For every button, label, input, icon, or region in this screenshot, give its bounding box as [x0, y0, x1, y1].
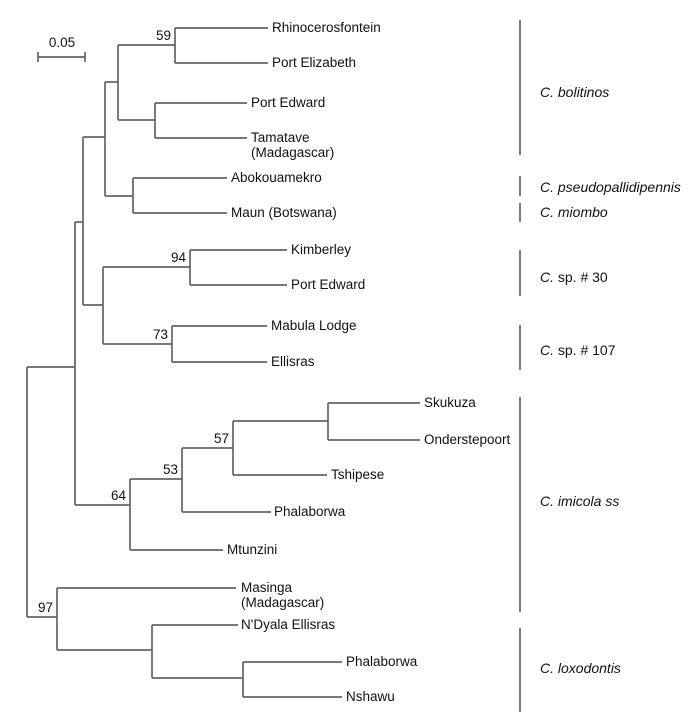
group-name-italic: C. pseudopallidipennis — [540, 179, 681, 195]
group-label: C. pseudopallidipennis — [540, 179, 681, 195]
bootstrap-label: 73 — [152, 327, 168, 342]
tip-label: Skukuza — [424, 395, 476, 410]
bootstrap-label: 97 — [37, 600, 53, 615]
tip-label: Tamatave (Madagascar) — [251, 130, 335, 160]
tip-label: Onderstepoort — [424, 432, 511, 447]
tip-label: Rhinocerosfontein — [272, 20, 381, 35]
tip-label: Mtunzini — [227, 542, 278, 557]
group-name-italic: C. bolitinos — [540, 84, 610, 100]
tip-label: Phalaborwa — [274, 504, 346, 519]
group-label: C. loxodontis — [540, 660, 621, 676]
group-name-italic: C. — [540, 342, 554, 358]
group-name-roman: sp. # 107 — [554, 342, 616, 358]
tip-label: Abokouamekro — [231, 170, 322, 185]
group-name-italic: C. loxodontis — [540, 660, 621, 676]
group-name-italic: C. imicola ss — [540, 493, 620, 509]
tip-label: Maun (Botswana) — [231, 205, 337, 220]
tip-label: Tshipese — [331, 467, 385, 482]
group-label: C. bolitinos — [540, 84, 609, 100]
bootstrap-label: 59 — [155, 28, 171, 43]
tip-label: N'Dyala Ellisras — [241, 617, 336, 632]
tip-label: Port Edward — [291, 277, 366, 292]
group-name-roman: sp. # 30 — [554, 269, 608, 285]
tip-label: Nshawu — [346, 689, 395, 704]
tip-label: Masinga (Madagascar) — [241, 580, 325, 610]
tip-label: Port Elizabeth — [272, 55, 357, 70]
group-label: C. sp. # 107 — [540, 342, 616, 358]
group-label: C. miombo — [540, 204, 608, 220]
bootstrap-label: 57 — [213, 431, 229, 446]
tip-label: Port Edward — [251, 95, 326, 110]
bootstrap-label: 94 — [170, 250, 186, 265]
bootstrap-label: 64 — [110, 488, 126, 503]
tip-label: Ellisras — [271, 354, 315, 369]
group-label: C. imicola ss — [540, 493, 619, 509]
tip-label: Mabula Lodge — [271, 318, 357, 333]
scale-bar-label: 0.05 — [48, 35, 76, 50]
group-name-italic: C. miombo — [540, 204, 608, 220]
tip-label: Phalaborwa — [346, 654, 418, 669]
group-name-italic: C. — [540, 269, 554, 285]
tip-label: Kimberley — [291, 242, 352, 257]
group-label: C. sp. # 30 — [540, 269, 608, 285]
bootstrap-label: 53 — [162, 462, 178, 477]
